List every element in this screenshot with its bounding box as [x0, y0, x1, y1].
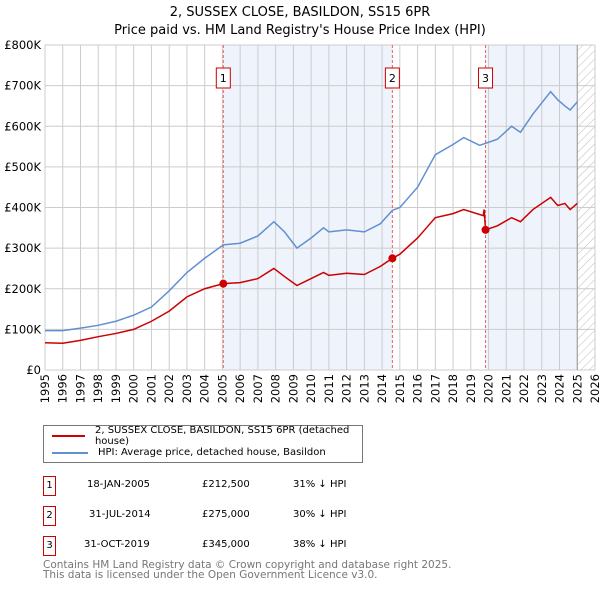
legend-item-property: 2, SUSSEX CLOSE, BASILDON, SS15 6PR (det… [52, 424, 362, 447]
x-tick-label: 2018 [446, 374, 460, 403]
y-tick-label: £0 [26, 363, 41, 377]
x-tick-label: 1998 [91, 374, 105, 403]
transaction-date: 31-OCT-2019 [84, 539, 150, 550]
marker-label: 3 [482, 72, 489, 85]
x-tick-label: 2006 [233, 374, 247, 403]
x-tick-label: 2012 [340, 374, 354, 403]
sale-point [388, 254, 397, 263]
marker-box [384, 67, 400, 89]
x-tick-label: 2004 [198, 374, 212, 403]
price-chart: 1995 1996 1997 1998 1999 2000 2001 2002 2003 2004… [4, 38, 600, 403]
legend-label: 2, SUSSEX CLOSE, BASILDON, SS15 6PR (det… [94, 424, 350, 447]
legend-label: HPI: Average price, detached house, Basi… [98, 447, 326, 458]
title-line-2: Price paid vs. HM Land Registry's House … [114, 23, 486, 38]
x-tick-label: 2014 [375, 374, 389, 403]
chart-title: 2, SUSSEX CLOSE, BASILDON, SS15 6PR Pric… [0, 4, 600, 40]
legend-swatch-blue [52, 451, 88, 454]
legend: 2, SUSSEX CLOSE, BASILDON, SS15 6PR (det… [43, 425, 363, 463]
x-tick-label: 1999 [109, 374, 123, 403]
y-tick-label: £800K [4, 38, 41, 52]
transaction-price: £275,000 [202, 509, 250, 520]
transaction-number: 1 [43, 476, 56, 496]
x-tick-label: 2003 [180, 374, 194, 403]
transaction-number: 2 [43, 506, 56, 526]
x-tick-label: 2013 [357, 374, 371, 403]
x-tick-label: 2022 [517, 374, 531, 403]
transaction-hpi: 31% ↓ HPI [293, 479, 347, 490]
x-tick-label: 2005 [215, 374, 229, 403]
transaction-price: £212,500 [202, 479, 250, 490]
transaction-price: £345,000 [202, 539, 250, 550]
footer-licence: This data is licensed under the Open Gov… [43, 569, 378, 581]
transaction-number: 3 [43, 536, 56, 556]
x-tick-label: 2002 [162, 374, 176, 403]
x-tick-label: 2008 [269, 374, 283, 403]
footer: Contains HM Land Registry data © Crown c… [43, 559, 452, 581]
x-tick-label: 2016 [411, 374, 425, 403]
transaction-hpi: 30% ↓ HPI [293, 509, 347, 520]
y-tick-label: £100K [4, 322, 41, 336]
x-tick-label: 2010 [304, 374, 318, 403]
x-tick-label: 2023 [535, 374, 549, 403]
y-tick-label: £200K [4, 282, 41, 296]
x-tick-label: 2020 [482, 374, 496, 403]
series-line [44, 196, 578, 344]
y-tick-label: £400K [4, 201, 41, 215]
y-tick-label: £600K [4, 119, 41, 133]
y-tick-label: £700K [4, 79, 41, 93]
transaction-date: 18-JAN-2005 [87, 479, 151, 490]
marker-label: 2 [389, 72, 396, 85]
marker-box [478, 67, 494, 89]
series-line [45, 90, 578, 332]
x-tick-label: 2011 [322, 374, 336, 403]
x-tick-label: 2009 [286, 374, 300, 403]
x-tick-label: 2015 [393, 374, 407, 403]
title-line-1: 2, SUSSEX CLOSE, BASILDON, SS15 6PR [169, 5, 431, 20]
x-tick-label: 2024 [553, 374, 567, 403]
legend-item-hpi: HPI: Average price, detached house, Basi… [52, 444, 326, 461]
marker-box [215, 67, 231, 89]
x-tick-label: 1996 [56, 374, 70, 403]
transaction-hpi: 38% ↓ HPI [293, 539, 347, 550]
x-tick-label: 2001 [144, 374, 158, 403]
x-tick-label: 2019 [464, 374, 478, 403]
sale-point [219, 279, 228, 288]
transaction-date: 31-JUL-2014 [89, 509, 151, 520]
x-tick-label: 2000 [127, 374, 141, 403]
marker-label: 1 [220, 72, 227, 85]
sale-point [481, 225, 490, 234]
y-tick-label: £500K [4, 160, 41, 174]
x-tick-label: 2007 [251, 374, 265, 403]
x-tick-label: 2021 [499, 374, 513, 403]
y-tick-label: £300K [4, 241, 41, 255]
legend-swatch-red [52, 434, 85, 437]
x-tick-label: 2026 [588, 374, 600, 403]
x-tick-label: 1997 [73, 374, 87, 403]
x-tick-label: 2025 [570, 374, 584, 403]
x-tick-label: 1995 [38, 374, 52, 403]
x-tick-label: 2017 [428, 374, 442, 403]
footer-copyright: Contains HM Land Registry data © Crown c… [43, 559, 452, 571]
